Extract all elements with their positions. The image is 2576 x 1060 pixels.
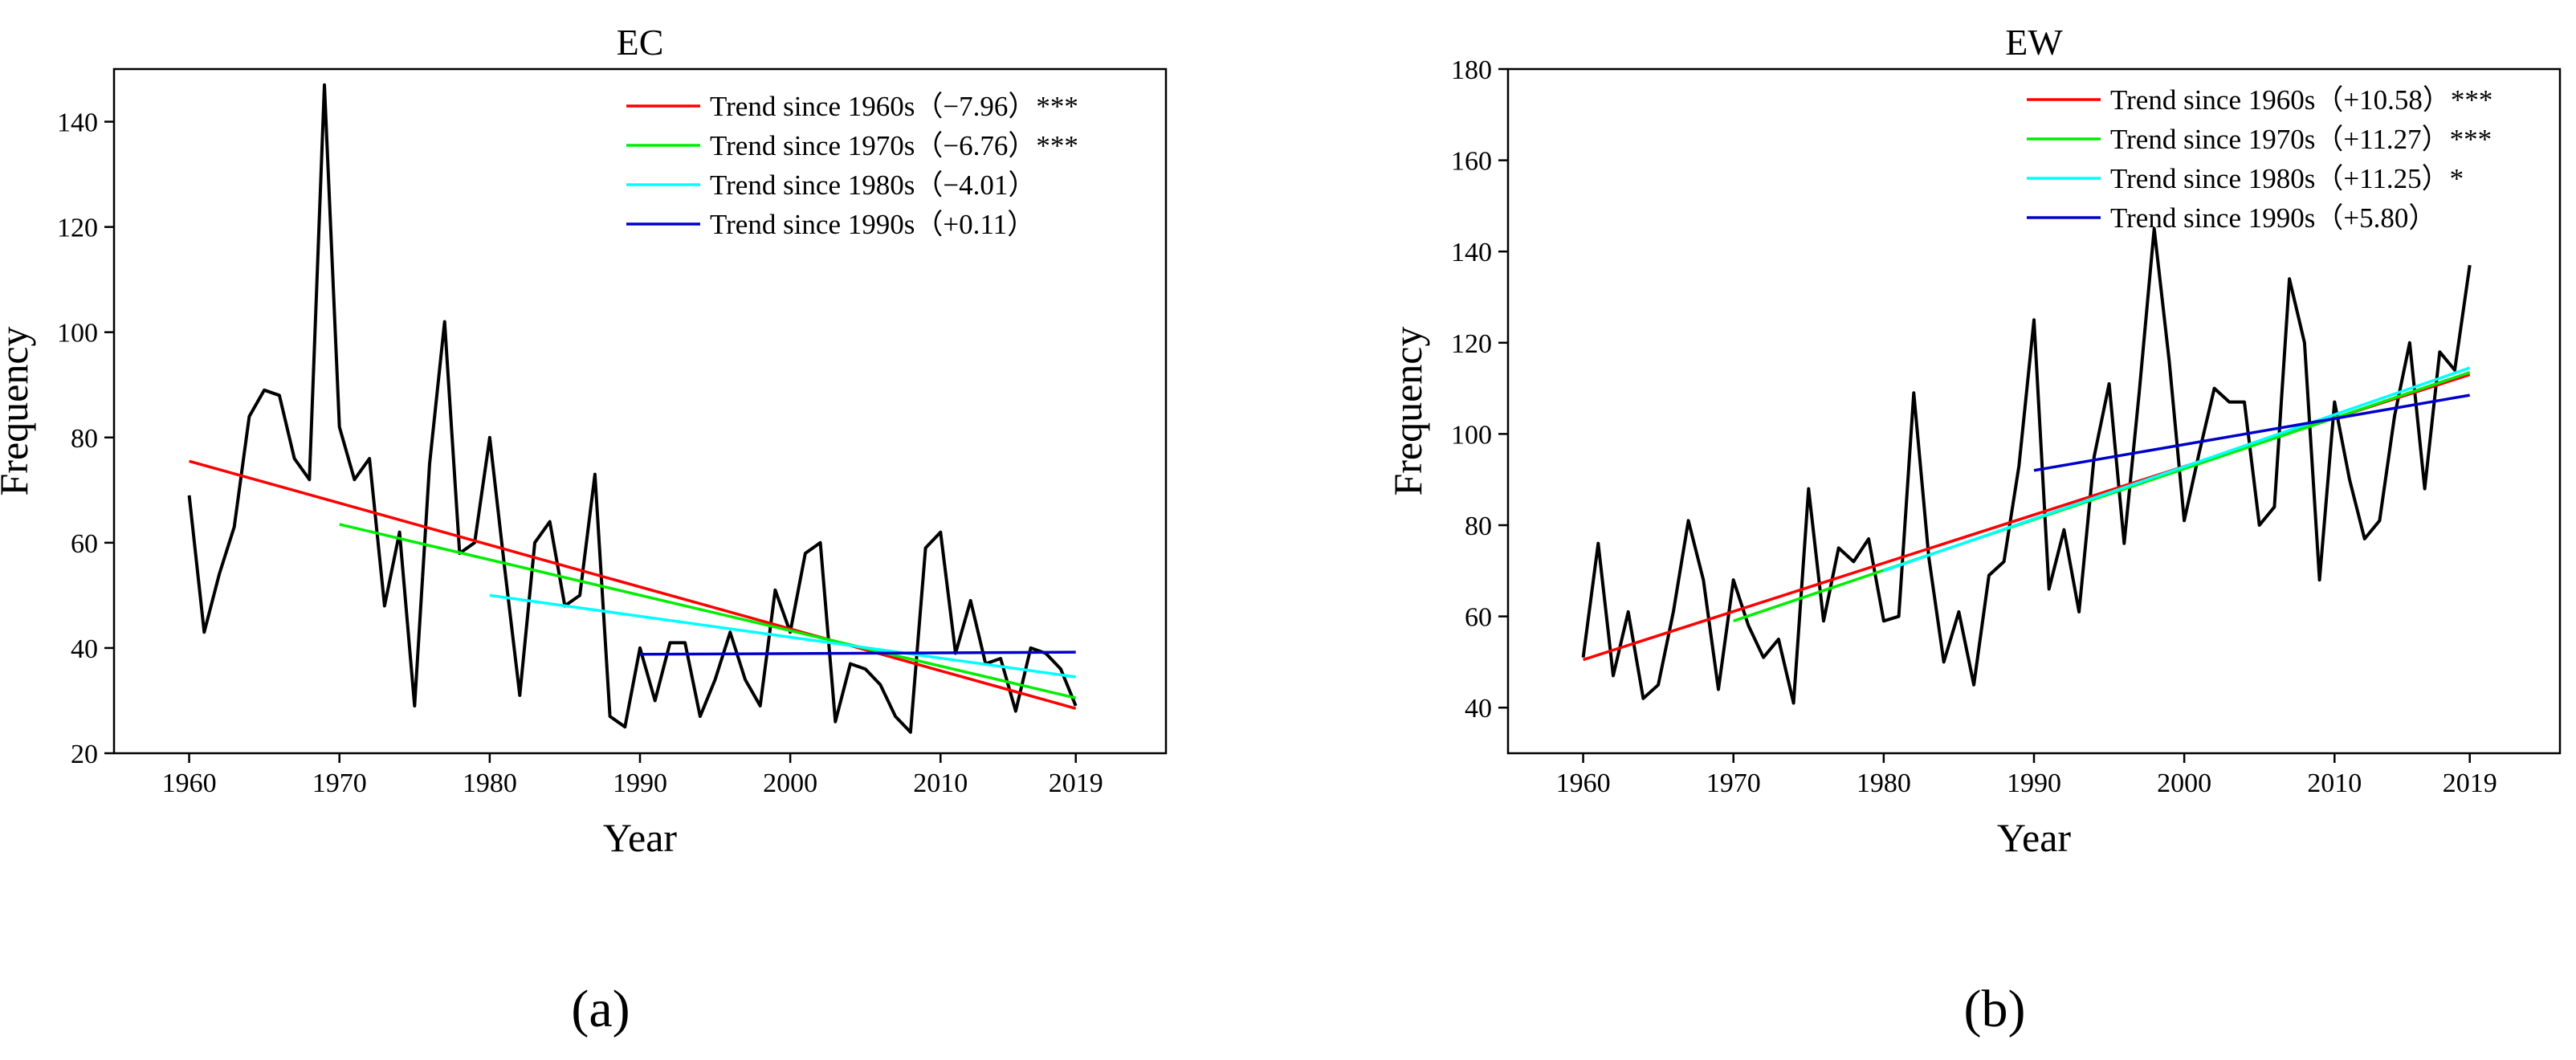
- x-tick-label: 2019: [1049, 768, 1103, 798]
- y-tick-label: 60: [1465, 603, 1492, 633]
- y-tick-label: 100: [1451, 420, 1492, 450]
- trend-line-1970s: [339, 523, 1077, 699]
- y-tick-label: 140: [57, 108, 98, 138]
- x-tick-label: 2010: [2307, 768, 2362, 798]
- legend-label: Trend since 1980s（+11.25）*: [2110, 163, 2464, 194]
- panel-label: (b): [1964, 980, 2026, 1038]
- chart-title: EW: [2005, 22, 2063, 63]
- chart-title: EC: [617, 22, 664, 63]
- x-tick-label: 2000: [2157, 768, 2211, 798]
- x-tick-label: 2000: [763, 768, 817, 798]
- x-tick-label: 1960: [1556, 768, 1611, 798]
- frequency-series-line: [187, 83, 1078, 734]
- y-axis-label: Frequency: [1385, 326, 1430, 495]
- frequency-series-line: [1581, 226, 2472, 705]
- x-tick-label: 1970: [1706, 768, 1761, 798]
- y-tick-label: 180: [1451, 55, 1492, 85]
- trend-line-1960s: [189, 459, 1077, 710]
- x-tick-label: 1960: [162, 768, 217, 798]
- y-tick-label: 40: [71, 634, 98, 664]
- y-tick-label: 120: [1451, 329, 1492, 359]
- x-tick-label: 1990: [2007, 768, 2061, 798]
- trend-line-1990s: [2033, 393, 2471, 472]
- legend-label: Trend since 1970s（+11.27）***: [2110, 124, 2492, 155]
- y-tick-label: 100: [57, 319, 98, 349]
- trend-line-1990s: [639, 650, 1076, 656]
- x-tick-label: 1980: [463, 768, 517, 798]
- panel-ew: EW 1960 1970 1980 1990 2000 2010 2019 40 60 80 100 1…: [1385, 22, 2562, 1038]
- y-tick-label: 40: [1465, 694, 1492, 724]
- x-tick-label: 2019: [2443, 768, 2497, 798]
- legend-label: Trend since 1990s（+5.80）: [2110, 202, 2436, 234]
- legend-label: Trend since 1960s（+10.58）***: [2110, 84, 2492, 116]
- y-tick-label: 120: [57, 214, 98, 243]
- x-axis-label: Year: [603, 815, 677, 860]
- x-tick-label: 1990: [613, 768, 667, 798]
- trend-line-1980s: [489, 593, 1076, 679]
- legend-label: Trend since 1970s（−6.76）***: [710, 130, 1078, 161]
- panel-label: (a): [571, 980, 630, 1038]
- y-tick-label: 160: [1451, 147, 1492, 177]
- x-tick-label: 1980: [1857, 768, 1911, 798]
- y-tick-label: 20: [71, 740, 98, 769]
- y-tick-label: 80: [1465, 512, 1492, 541]
- y-tick-label: 140: [1451, 238, 1492, 267]
- y-tick-label: 60: [71, 529, 98, 559]
- y-axis-label: Frequency: [0, 326, 36, 495]
- x-tick-label: 2010: [913, 768, 968, 798]
- legend-label: Trend since 1980s（−4.01）: [710, 169, 1036, 201]
- x-axis-label: Year: [1997, 815, 2071, 860]
- legend-label: Trend since 1960s（−7.96）***: [710, 91, 1078, 122]
- x-tick-label: 1970: [312, 768, 367, 798]
- trend-line-1980s: [1883, 366, 2471, 573]
- y-tick-label: 80: [71, 424, 98, 454]
- panel-ec: EC 1960 1970 1980 1990 2000 2010 2019 20 40 60 80 10…: [0, 22, 1168, 1038]
- legend-label: Trend since 1990s（+0.11）: [710, 209, 1035, 240]
